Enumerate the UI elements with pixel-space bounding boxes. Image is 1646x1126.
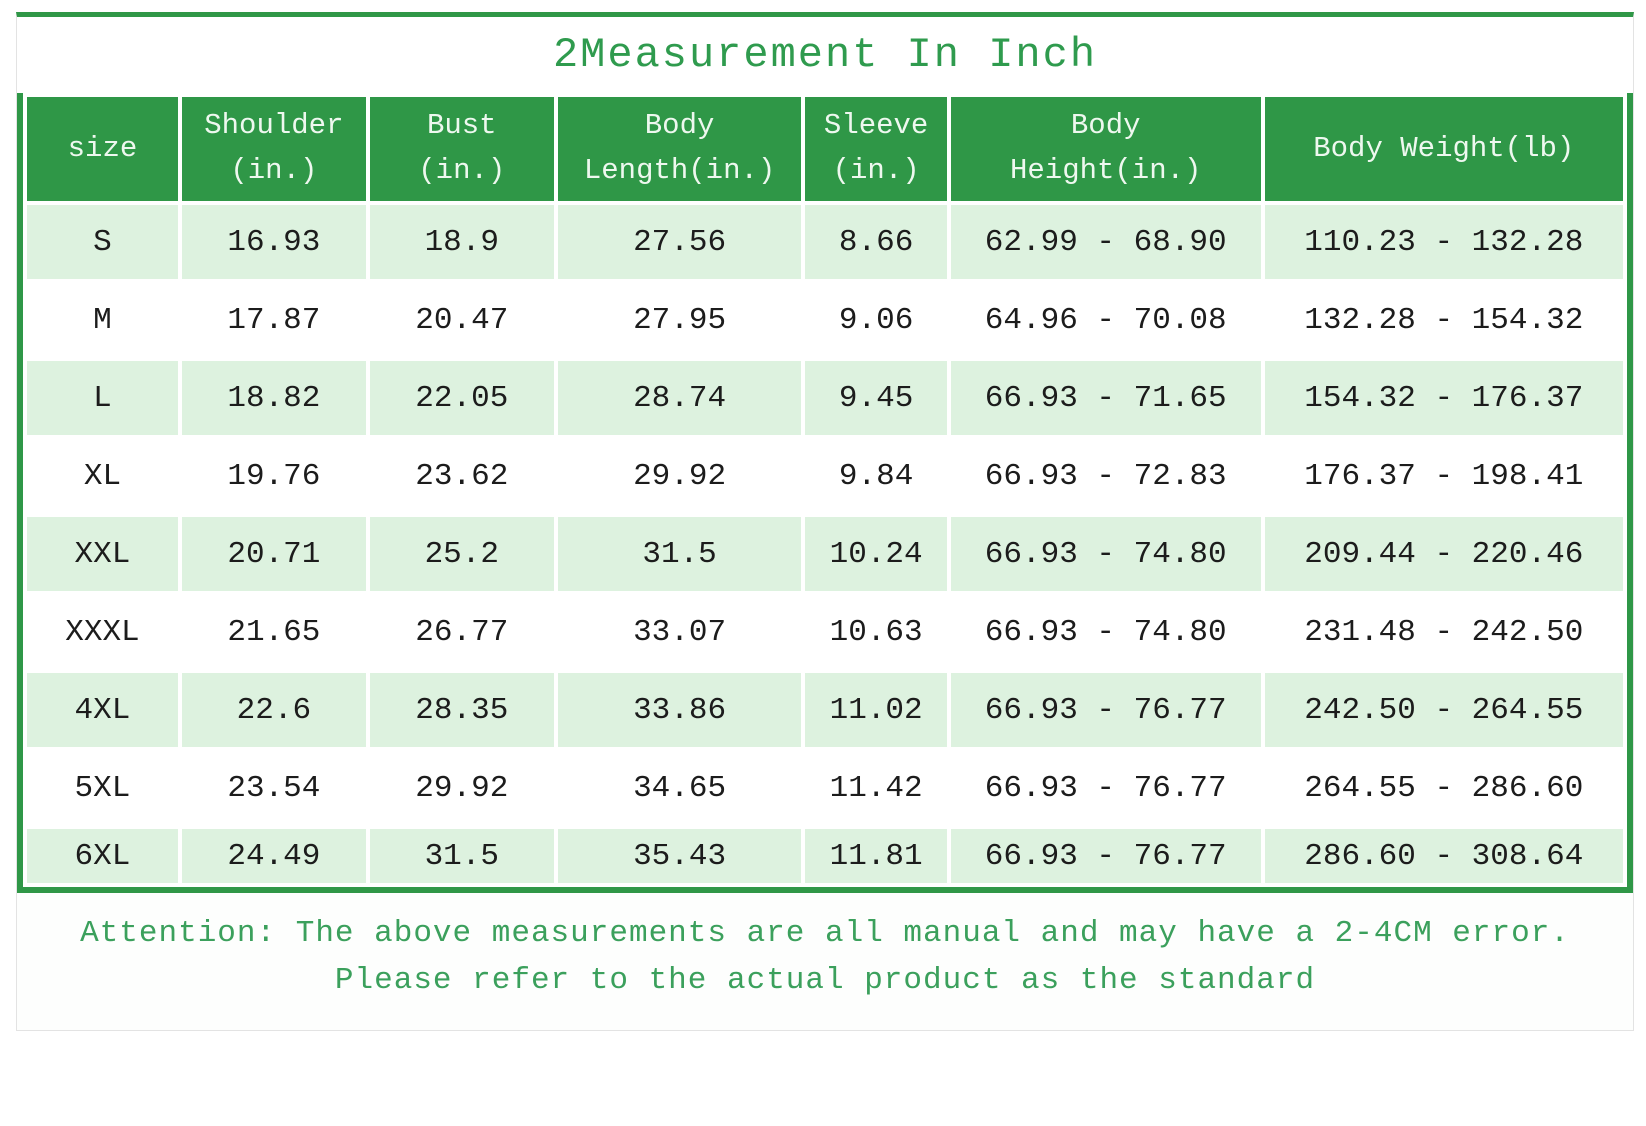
table-cell: 10.24 [805,517,947,591]
table-cell: 154.32 - 176.37 [1264,361,1623,435]
table-cell: 28.74 [557,361,802,435]
table-row: XL 19.76 23.62 29.92 9.84 66.93 - 72.83 176.37… [27,439,1623,513]
table-cell: 29.92 [369,751,554,825]
table-row: XXL 20.71 25.2 31.5 10.24 66.93 - 74.80 209.44… [27,517,1623,591]
column-header: Shoulder (in.) [181,97,366,201]
table-cell: 25.2 [369,517,554,591]
table-cell: 23.62 [369,439,554,513]
table-cell: 64.96 - 70.08 [950,283,1261,357]
table-row: 6XL 24.49 31.5 35.43 11.81 66.93 - 76.77 286.6… [27,829,1623,883]
table-cell: 16.93 [181,205,366,279]
table-cell: 9.06 [805,283,947,357]
table-cell: 66.93 - 76.77 [950,751,1261,825]
table-cell: 9.45 [805,361,947,435]
table-cell: 31.5 [369,829,554,883]
table-cell: 231.48 - 242.50 [1264,595,1623,669]
table-row: 5XL 23.54 29.92 34.65 11.42 66.93 - 76.77 264.… [27,751,1623,825]
table-cell: 17.87 [181,283,366,357]
table-cell: 33.07 [557,595,802,669]
table-cell: 66.93 - 72.83 [950,439,1261,513]
column-header: Bust (in.) [369,97,554,201]
size-cell: 5XL [27,751,178,825]
table-cell: 29.92 [557,439,802,513]
size-cell: M [27,283,178,357]
table-cell: 9.84 [805,439,947,513]
table-cell: 242.50 - 264.55 [1264,673,1623,747]
table-cell: 28.35 [369,673,554,747]
table-row: 4XL 22.6 28.35 33.86 11.02 66.93 - 76.77 242.5… [27,673,1623,747]
size-table-container: size Shoulder (in.) Bust (in.) Body Length(… [17,93,1633,893]
table-cell: 20.71 [181,517,366,591]
table-row: L 18.82 22.05 28.74 9.45 66.93 - 71.65 154.32 … [27,361,1623,435]
table-cell: 8.66 [805,205,947,279]
table-cell: 27.95 [557,283,802,357]
table-cell: 176.37 - 198.41 [1264,439,1623,513]
table-cell: 66.93 - 74.80 [950,595,1261,669]
table-cell: 26.77 [369,595,554,669]
table-cell: 66.93 - 76.77 [950,673,1261,747]
table-cell: 27.56 [557,205,802,279]
table-cell: 35.43 [557,829,802,883]
table-cell: 66.93 - 74.80 [950,517,1261,591]
table-cell: 19.76 [181,439,366,513]
table-cell: 11.42 [805,751,947,825]
size-cell: XXL [27,517,178,591]
column-header: Body Weight(lb) [1264,97,1623,201]
table-cell: 132.28 - 154.32 [1264,283,1623,357]
table-row: XXXL 21.65 26.77 33.07 10.63 66.93 - 74.80 231… [27,595,1623,669]
table-cell: 21.65 [181,595,366,669]
table-cell: 33.86 [557,673,802,747]
table-cell: 286.60 - 308.64 [1264,829,1623,883]
size-cell: L [27,361,178,435]
table-cell: 264.55 - 286.60 [1264,751,1623,825]
size-cell: 4XL [27,673,178,747]
table-cell: 31.5 [557,517,802,591]
column-header: Body Height(in.) [950,97,1261,201]
page-title: 2Measurement In Inch [17,17,1633,93]
table-cell: 20.47 [369,283,554,357]
size-cell: XXXL [27,595,178,669]
size-table-header: size Shoulder (in.) Bust (in.) Body Length(… [27,97,1623,201]
table-cell: 24.49 [181,829,366,883]
table-cell: 18.82 [181,361,366,435]
attention-note: Attention: The above measurements are al… [17,893,1633,1030]
size-cell: XL [27,439,178,513]
table-cell: 10.63 [805,595,947,669]
table-cell: 18.9 [369,205,554,279]
table-cell: 66.93 - 71.65 [950,361,1261,435]
table-cell: 22.05 [369,361,554,435]
table-cell: 34.65 [557,751,802,825]
column-header: Sleeve (in.) [805,97,947,201]
table-cell: 23.54 [181,751,366,825]
table-row: M 17.87 20.47 27.95 9.06 64.96 - 70.08 132.28 … [27,283,1623,357]
attention-line-1: Attention: The above measurements are al… [80,916,1570,951]
table-cell: 62.99 - 68.90 [950,205,1261,279]
table-cell: 209.44 - 220.46 [1264,517,1623,591]
size-cell: 6XL [27,829,178,883]
table-cell: 11.81 [805,829,947,883]
size-chart-panel: 2Measurement In Inch size Shoulder (in.) B… [16,12,1634,1031]
size-cell: S [27,205,178,279]
column-header: Body Length(in.) [557,97,802,201]
table-cell: 66.93 - 76.77 [950,829,1261,883]
table-cell: 22.6 [181,673,366,747]
size-table: size Shoulder (in.) Bust (in.) Body Length(… [23,93,1627,887]
header-row: size Shoulder (in.) Bust (in.) Body Length(… [27,97,1623,201]
column-header: size [27,97,178,201]
size-table-body: S 16.93 18.9 27.56 8.66 62.99 - 68.90 110.23 -… [27,205,1623,883]
attention-line-2: Please refer to the actual product as th… [334,962,1316,998]
table-cell: 11.02 [805,673,947,747]
table-cell: 110.23 - 132.28 [1264,205,1623,279]
table-row: S 16.93 18.9 27.56 8.66 62.99 - 68.90 110.23 -… [27,205,1623,279]
